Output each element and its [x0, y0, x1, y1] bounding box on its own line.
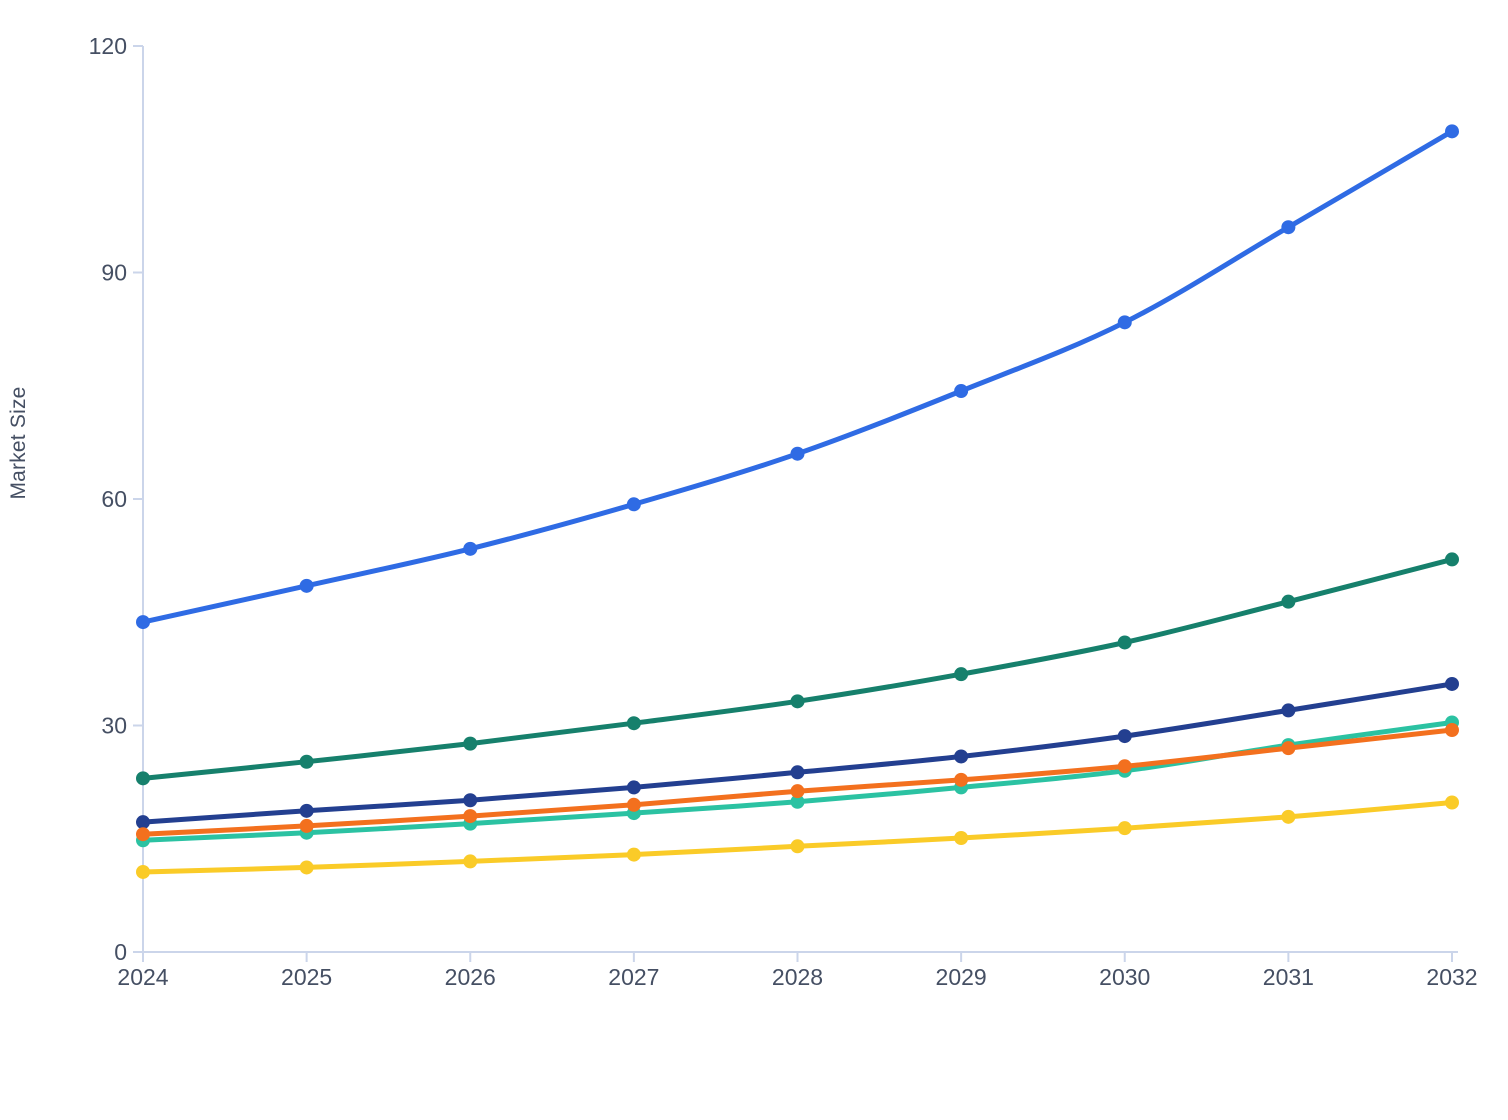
data-point-marker-navy [463, 793, 478, 808]
x-tick-label: 2031 [1263, 964, 1314, 990]
data-point-marker-yellow [136, 864, 150, 879]
data-point-marker-yellow [626, 847, 641, 862]
y-tick-label: 120 [89, 33, 127, 59]
data-point-marker-navy [1281, 703, 1296, 718]
x-tick-label: 2030 [1099, 964, 1150, 990]
y-tick-label: 30 [101, 713, 127, 739]
data-point-marker-yellow [954, 830, 969, 845]
y-tick-label: 0 [114, 939, 127, 965]
data-point-marker-dark-green [1281, 594, 1296, 609]
data-point-marker-navy [1117, 729, 1132, 744]
data-point-marker-dark-green [954, 667, 969, 682]
data-point-marker-teal [790, 794, 805, 809]
series-line-blue [140, 128, 1455, 625]
data-point-marker-orange [1117, 759, 1132, 774]
data-point-marker-orange [1445, 723, 1459, 738]
x-tick-label: 2028 [772, 964, 823, 990]
data-point-marker-yellow [790, 839, 805, 854]
data-point-marker-orange [626, 797, 641, 812]
series-line-yellow [140, 800, 1455, 875]
data-point-marker-dark-green [790, 694, 805, 709]
data-point-marker-dark-green [136, 771, 150, 786]
data-point-marker-yellow [1117, 821, 1132, 836]
data-point-marker-orange [299, 818, 314, 833]
y-tick-label: 60 [101, 486, 127, 512]
data-point-marker-navy [136, 815, 150, 830]
data-point-marker-dark-green [299, 754, 314, 769]
data-point-marker-orange [954, 772, 969, 787]
data-point-marker-dark-green [1445, 552, 1459, 567]
data-point-marker-navy [1445, 676, 1459, 691]
data-point-marker-orange [790, 784, 805, 799]
data-point-marker-navy [299, 803, 314, 818]
y-tick-label: 90 [101, 260, 127, 286]
data-point-marker-orange [136, 827, 150, 842]
data-point-marker-blue [136, 615, 150, 630]
x-tick-label: 2029 [936, 964, 987, 990]
x-tick-label: 2032 [1426, 964, 1477, 990]
data-point-marker-yellow [463, 854, 478, 869]
data-point-marker-blue [1117, 315, 1132, 330]
data-point-marker-blue [1281, 220, 1296, 235]
data-point-marker-blue [299, 578, 314, 593]
series-line-dark-green [140, 556, 1455, 781]
data-point-marker-yellow [299, 860, 314, 875]
x-tick-label: 2027 [608, 964, 659, 990]
data-point-marker-blue [626, 497, 641, 512]
data-point-marker-orange [1281, 741, 1296, 756]
data-point-marker-orange [463, 809, 478, 824]
data-point-marker-yellow [1281, 809, 1296, 824]
x-tick-label: 2025 [281, 964, 332, 990]
x-tick-label: 2024 [117, 964, 168, 990]
data-point-marker-navy [790, 765, 805, 780]
data-point-marker-yellow [1445, 795, 1459, 810]
y-axis-title: Market Size [7, 386, 30, 500]
data-point-marker-navy [954, 749, 969, 764]
data-point-marker-blue [954, 384, 969, 399]
data-point-marker-blue [1445, 124, 1459, 139]
data-point-marker-dark-green [626, 716, 641, 731]
data-point-marker-dark-green [1117, 635, 1132, 650]
data-point-marker-dark-green [463, 736, 478, 751]
data-point-marker-blue [463, 541, 478, 556]
x-tick-label: 2026 [445, 964, 496, 990]
data-point-marker-navy [626, 780, 641, 795]
data-point-marker-blue [790, 446, 805, 461]
